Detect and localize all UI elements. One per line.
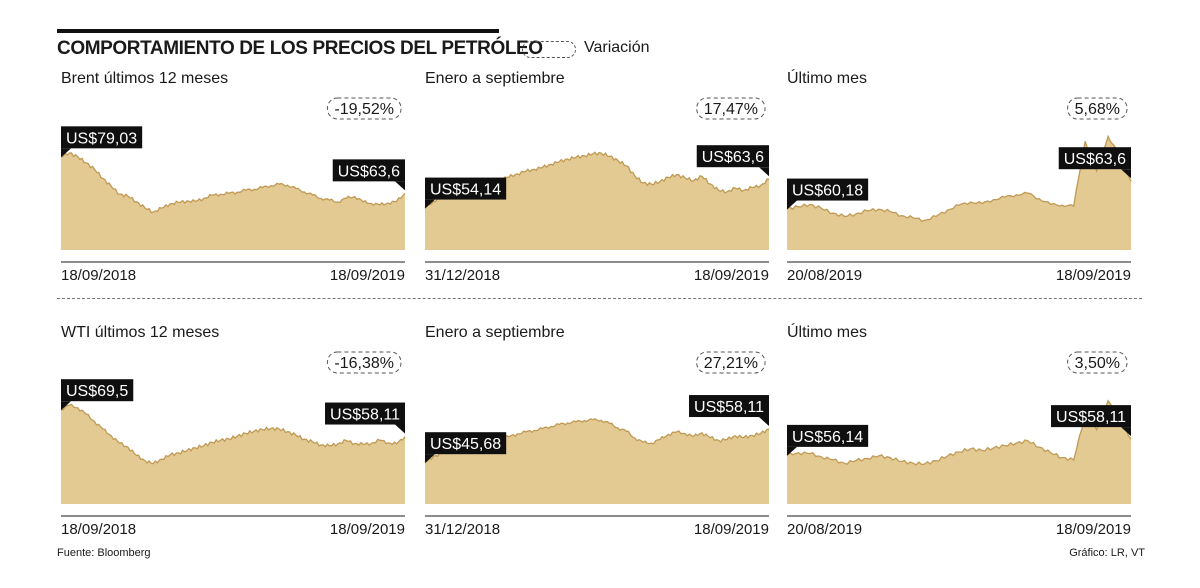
panel-title: Último mes xyxy=(787,324,868,341)
variation-badge xyxy=(696,97,766,120)
price-area xyxy=(787,136,1131,250)
price-area xyxy=(61,404,405,504)
x-start-date: 31/12/2018 xyxy=(425,267,500,284)
end-tag-pointer xyxy=(395,181,405,191)
end-value-label: US$63,6 xyxy=(1064,151,1126,168)
start-value-tag xyxy=(787,424,869,447)
x-end-date: 18/09/2019 xyxy=(330,267,405,284)
panel-brent-12m: Brent últimos 12 meses US$79,03 US$63,6 -1… xyxy=(57,70,407,310)
end-tag-pointer xyxy=(1121,427,1131,437)
start-value-tag xyxy=(787,178,869,201)
x-start-date: 18/09/2018 xyxy=(61,521,136,538)
variation-value: 5,68% xyxy=(1075,101,1120,118)
end-value-tag xyxy=(696,145,769,168)
start-tag-pointer xyxy=(61,148,71,158)
end-value-tag xyxy=(689,395,769,418)
price-line xyxy=(60,403,406,465)
end-value-tag xyxy=(1058,147,1131,170)
panel-wti-month: Último mes US$56,14 US$58,11 3,50% 20/08/20… xyxy=(783,324,1133,564)
x-start-date: 18/09/2018 xyxy=(61,267,136,284)
start-value-tag xyxy=(61,126,143,149)
variation-badge xyxy=(1067,97,1128,120)
chart-title: COMPORTAMIENTO DE LOS PRECIOS DEL PETRÓL… xyxy=(57,38,543,59)
start-tag-pointer xyxy=(425,199,435,209)
brent-ytd-chart: US$54,14 US$63,6 17,47% 31/12/2018 18/09/201… xyxy=(424,97,769,284)
wti-month-chart: US$56,14 US$58,11 3,50% 20/08/2019 18/09/201… xyxy=(786,351,1132,538)
end-value-tag xyxy=(1051,405,1131,428)
x-end-date: 18/09/2019 xyxy=(1056,521,1131,538)
start-value-label: US$54,14 xyxy=(430,182,501,199)
end-value-label: US$63,6 xyxy=(702,149,764,166)
panel-brent-month: Último mes US$60,18 US$63,6 5,68% 20/08/201… xyxy=(783,70,1133,310)
end-tag-pointer xyxy=(1121,169,1131,179)
start-tag-pointer xyxy=(787,446,797,456)
end-value-label: US$58,11 xyxy=(330,407,400,424)
start-value-label: US$69,5 xyxy=(66,383,128,400)
row-divider xyxy=(57,298,1142,299)
start-value-label: US$56,14 xyxy=(792,429,863,446)
start-value-label: US$45,68 xyxy=(430,436,501,453)
wti-12m-chart: US$69,5 US$58,11 -16,38% 18/09/2018 18/09/20… xyxy=(60,351,406,538)
end-tag-pointer xyxy=(395,424,405,434)
variation-value: 27,21% xyxy=(704,355,758,372)
start-value-tag xyxy=(61,379,134,402)
variation-value: 17,47% xyxy=(704,101,758,118)
x-start-date: 31/12/2018 xyxy=(425,521,500,538)
end-value-label: US$63,6 xyxy=(338,163,400,180)
x-start-date: 20/08/2019 xyxy=(787,521,862,538)
wti-ytd-chart: US$45,68 US$58,11 27,21% 31/12/2018 18/09/20… xyxy=(424,351,770,538)
variation-value: -16,38% xyxy=(334,355,394,372)
panel-brent-ytd: Enero a septiembre US$54,14 US$63,6 17,47%… xyxy=(421,70,771,310)
variation-badge xyxy=(696,351,766,374)
panel-wti-12m: WTI últimos 12 meses US$69,5 US$58,11 -16,… xyxy=(57,324,407,564)
price-area xyxy=(61,152,405,250)
start-tag-pointer xyxy=(425,454,435,464)
x-end-date: 18/09/2019 xyxy=(1056,267,1131,284)
brent-12m-chart: US$79,03 US$63,6 -19,52% 18/09/2018 18/09/20… xyxy=(60,97,406,284)
end-tag-pointer xyxy=(759,417,769,427)
start-value-tag xyxy=(425,177,507,200)
end-value-label: US$58,11 xyxy=(694,399,764,416)
start-tag-pointer xyxy=(787,200,797,210)
brent-month-chart: US$60,18 US$63,6 5,68% 20/08/2019 18/09/2019 xyxy=(786,97,1132,284)
variation-value: -19,52% xyxy=(334,101,394,118)
source-note: Fuente: Bloomberg xyxy=(57,547,151,559)
price-line xyxy=(786,134,1132,223)
legend-swatch-variation xyxy=(522,41,576,58)
panel-title: WTI últimos 12 meses xyxy=(61,324,220,341)
end-value-tag xyxy=(332,159,405,182)
title-rule xyxy=(57,29,499,33)
panel-title: Enero a septiembre xyxy=(425,70,565,87)
end-value-tag xyxy=(325,402,405,425)
x-start-date: 20/08/2019 xyxy=(787,267,862,284)
x-end-date: 18/09/2019 xyxy=(330,521,405,538)
end-value-label: US$58,11 xyxy=(1056,409,1126,426)
start-value-label: US$60,18 xyxy=(792,183,863,200)
end-tag-pointer xyxy=(759,167,769,177)
variation-badge xyxy=(1067,351,1128,374)
panel-wti-ytd: Enero a septiembre US$45,68 US$58,11 27,21… xyxy=(421,324,771,564)
panel-title: Brent últimos 12 meses xyxy=(61,70,229,87)
credit-note: Gráfico: LR, VT xyxy=(1069,547,1145,559)
variation-badge xyxy=(326,351,402,374)
start-tag-pointer xyxy=(61,401,71,411)
panel-title: Enero a septiembre xyxy=(425,324,565,341)
legend-label-variation: Variación xyxy=(584,39,650,56)
price-area xyxy=(425,418,769,504)
price-line xyxy=(60,152,406,214)
start-value-label: US$79,03 xyxy=(66,130,137,147)
x-end-date: 18/09/2019 xyxy=(694,267,769,284)
x-end-date: 18/09/2019 xyxy=(694,521,769,538)
variation-badge xyxy=(326,97,402,120)
price-line xyxy=(786,399,1132,466)
variation-value: 3,50% xyxy=(1075,355,1120,372)
panel-title: Último mes xyxy=(787,70,868,87)
start-value-tag xyxy=(425,432,507,455)
